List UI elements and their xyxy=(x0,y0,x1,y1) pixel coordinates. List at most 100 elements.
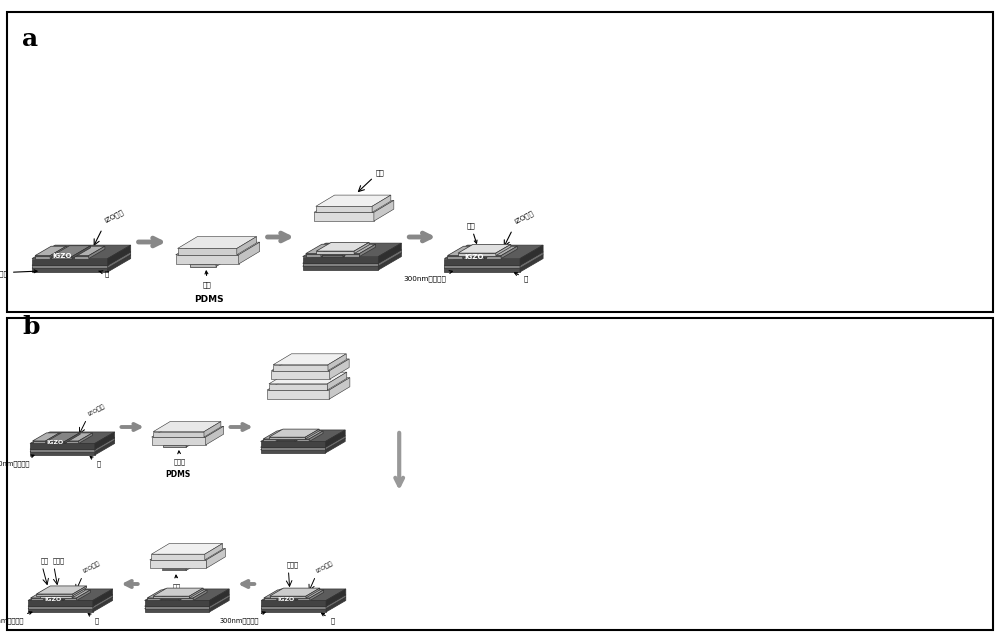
Polygon shape xyxy=(374,201,394,221)
Polygon shape xyxy=(305,429,319,439)
Polygon shape xyxy=(30,443,95,449)
Polygon shape xyxy=(28,595,113,606)
Polygon shape xyxy=(444,252,543,265)
Polygon shape xyxy=(95,440,115,455)
Polygon shape xyxy=(145,609,209,612)
Text: IZO电极: IZO电极 xyxy=(81,560,100,574)
Polygon shape xyxy=(303,250,401,263)
Polygon shape xyxy=(496,245,511,255)
Polygon shape xyxy=(32,252,131,265)
Polygon shape xyxy=(306,244,337,254)
Text: 300nm二氧化硅: 300nm二氧化硅 xyxy=(404,271,452,282)
Polygon shape xyxy=(458,253,496,255)
Polygon shape xyxy=(151,554,205,560)
Polygon shape xyxy=(296,439,309,441)
Polygon shape xyxy=(180,590,207,598)
Polygon shape xyxy=(28,589,113,601)
Polygon shape xyxy=(270,588,320,596)
Polygon shape xyxy=(93,589,113,606)
FancyBboxPatch shape xyxy=(7,318,993,630)
Polygon shape xyxy=(33,441,46,443)
Polygon shape xyxy=(40,589,85,596)
Polygon shape xyxy=(269,429,319,437)
Text: 硅: 硅 xyxy=(88,613,99,624)
Polygon shape xyxy=(93,595,113,609)
Polygon shape xyxy=(303,263,378,266)
Polygon shape xyxy=(190,257,228,264)
Polygon shape xyxy=(46,441,64,443)
Polygon shape xyxy=(44,599,62,601)
Polygon shape xyxy=(303,253,401,266)
Polygon shape xyxy=(277,599,296,601)
Polygon shape xyxy=(309,431,323,441)
Polygon shape xyxy=(330,359,349,379)
Polygon shape xyxy=(28,606,93,609)
Polygon shape xyxy=(344,244,376,254)
Polygon shape xyxy=(463,247,479,259)
Polygon shape xyxy=(277,590,291,601)
Polygon shape xyxy=(486,255,501,259)
Text: 硅: 硅 xyxy=(99,270,109,276)
Polygon shape xyxy=(267,378,350,390)
Polygon shape xyxy=(343,244,361,257)
Polygon shape xyxy=(296,431,323,439)
Polygon shape xyxy=(163,440,196,445)
Polygon shape xyxy=(32,265,108,268)
Polygon shape xyxy=(314,212,374,221)
Polygon shape xyxy=(178,248,237,255)
Polygon shape xyxy=(520,255,543,272)
Polygon shape xyxy=(209,589,229,606)
Text: 硅: 硅 xyxy=(90,457,101,467)
Polygon shape xyxy=(89,247,105,259)
Polygon shape xyxy=(484,246,503,259)
Polygon shape xyxy=(261,609,326,612)
Polygon shape xyxy=(520,252,543,268)
Polygon shape xyxy=(329,378,350,399)
Polygon shape xyxy=(161,599,179,601)
Polygon shape xyxy=(444,255,543,268)
Polygon shape xyxy=(190,264,216,266)
Text: a: a xyxy=(22,27,38,51)
Text: 硅: 硅 xyxy=(515,273,528,282)
Polygon shape xyxy=(463,246,503,257)
Polygon shape xyxy=(325,430,345,447)
Polygon shape xyxy=(180,598,193,601)
Polygon shape xyxy=(261,598,346,609)
Polygon shape xyxy=(463,257,484,259)
Polygon shape xyxy=(74,255,89,259)
Polygon shape xyxy=(372,195,391,212)
Polygon shape xyxy=(444,265,520,268)
Polygon shape xyxy=(303,257,378,263)
Polygon shape xyxy=(46,433,59,443)
Polygon shape xyxy=(263,431,290,439)
Polygon shape xyxy=(261,447,325,450)
Polygon shape xyxy=(325,438,345,453)
Polygon shape xyxy=(152,426,224,437)
Polygon shape xyxy=(51,257,72,259)
Polygon shape xyxy=(263,439,276,441)
Polygon shape xyxy=(297,590,324,598)
Text: IZO电极: IZO电极 xyxy=(103,208,124,224)
Polygon shape xyxy=(62,589,78,601)
Polygon shape xyxy=(163,445,186,447)
Polygon shape xyxy=(378,250,401,266)
Text: 300nm二氧化硅: 300nm二氧化硅 xyxy=(0,612,32,624)
Polygon shape xyxy=(145,598,229,609)
Polygon shape xyxy=(206,426,224,445)
Polygon shape xyxy=(269,437,305,439)
Polygon shape xyxy=(161,589,195,599)
Text: IZO电极: IZO电极 xyxy=(315,560,334,574)
Polygon shape xyxy=(193,590,207,601)
Polygon shape xyxy=(145,595,229,606)
Polygon shape xyxy=(93,598,113,612)
Text: 黑磷: 黑磷 xyxy=(466,222,477,243)
Polygon shape xyxy=(261,436,345,447)
Polygon shape xyxy=(150,560,206,568)
Polygon shape xyxy=(296,589,311,601)
Polygon shape xyxy=(239,242,260,264)
Polygon shape xyxy=(326,598,346,612)
Polygon shape xyxy=(32,255,131,268)
Text: 氮化硼: 氮化硼 xyxy=(174,451,186,464)
Polygon shape xyxy=(145,606,209,609)
Polygon shape xyxy=(277,589,311,599)
